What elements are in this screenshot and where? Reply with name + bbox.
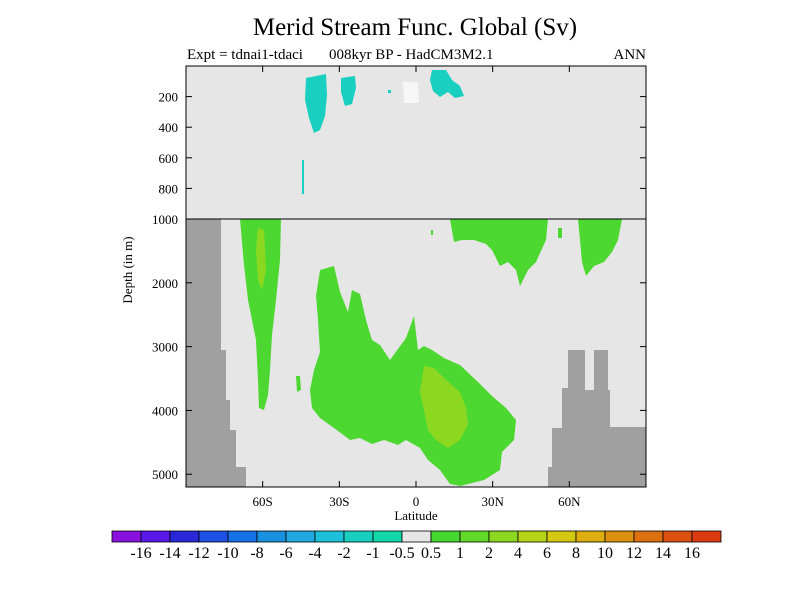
colorbar-swatch-1 xyxy=(140,530,171,543)
colorbar-label-16: 10 xyxy=(597,545,613,562)
negative-cell-south xyxy=(305,74,327,133)
chart-title: Merid Stream Func. Global (Sv) xyxy=(252,14,578,41)
colorbar-swatch-17 xyxy=(604,530,635,543)
colorbar-label-11: 1 xyxy=(456,545,464,562)
y-tick-label-upper-200: 200 xyxy=(159,90,179,105)
y-ticks-lower: 2000 3000 4000 5000 xyxy=(152,276,646,482)
land-antarctica xyxy=(186,219,246,487)
colorbar-label-2: -12 xyxy=(188,545,209,562)
colorbar-swatch-20 xyxy=(691,530,722,543)
y-tick-label-upper-600: 600 xyxy=(159,151,179,166)
colorbar-swatch-16 xyxy=(575,530,606,543)
x-tick-label-1: 30S xyxy=(329,494,349,509)
y-tick-label-lower-4000: 4000 xyxy=(152,403,178,418)
positive-dot-c xyxy=(558,228,562,238)
negative-dot-a xyxy=(388,90,391,93)
colorbar-swatch-11 xyxy=(430,530,461,543)
colorbar: -16 -14 -12 -10 -8 -6 -4 -2 -1 -0.5 0.5 1 2 4 6 8 10 12 14… xyxy=(111,530,722,562)
colorbar-label-14: 6 xyxy=(543,545,551,562)
y-tick-label-upper-400: 400 xyxy=(159,120,179,135)
colorbar-swatch-12 xyxy=(459,530,490,543)
negative-cell-equator xyxy=(430,70,464,98)
colorbar-swatch-10 xyxy=(401,530,432,543)
colorbar-swatch-3 xyxy=(198,530,229,543)
colorbar-swatch-7 xyxy=(314,530,345,543)
colorbar-label-5: -6 xyxy=(279,545,292,562)
x-tick-label-4: 60N xyxy=(558,494,581,509)
colorbar-swatch-15 xyxy=(546,530,577,543)
colorbar-label-4: -8 xyxy=(250,545,263,562)
x-tick-label-3: 30N xyxy=(481,494,504,509)
colorbar-swatch-2 xyxy=(169,530,200,543)
colorbar-label-3: -10 xyxy=(217,545,238,562)
x-tick-label-2: 0 xyxy=(413,494,420,509)
y-ticks-upper: 200 400 600 800 1000 xyxy=(152,90,646,227)
colorbar-swatch-5 xyxy=(256,530,287,543)
upper-negative-regions xyxy=(302,70,464,194)
x-axis-title: Latitude xyxy=(394,508,438,523)
colorbar-label-7: -2 xyxy=(337,545,350,562)
model-label: 008kyr BP - HadCM3M2.1 xyxy=(329,47,494,63)
positive-dot-a xyxy=(296,376,301,392)
colorbar-swatch-8 xyxy=(343,530,374,543)
colorbar-label-12: 2 xyxy=(485,545,493,562)
land-arctic xyxy=(548,350,646,487)
colorbar-swatch-6 xyxy=(285,530,316,543)
y-tick-label-upper-1000: 1000 xyxy=(152,212,178,227)
colorbar-swatch-0 xyxy=(111,530,142,543)
x-ticks: 60S 30S 0 30N 60N xyxy=(253,66,581,509)
y-tick-label-lower-2000: 2000 xyxy=(152,276,178,291)
experiment-label: Expt = tdnai1-tdaci xyxy=(187,47,303,63)
colorbar-swatch-4 xyxy=(227,530,258,543)
land-mask xyxy=(186,219,646,487)
positive-cell-north xyxy=(450,219,548,286)
y-tick-label-upper-800: 800 xyxy=(159,181,179,196)
colorbar-swatch-19 xyxy=(662,530,693,543)
colorbar-label-15: 8 xyxy=(572,545,580,562)
strong-cell-south xyxy=(256,228,266,290)
colorbar-swatch-18 xyxy=(633,530,664,543)
colorbar-label-9: -0.5 xyxy=(389,545,414,562)
upper-neutral-patch xyxy=(403,82,419,103)
colorbar-label-0: -16 xyxy=(130,545,151,562)
colorbar-label-18: 14 xyxy=(655,545,671,562)
negative-cell-south-small xyxy=(341,76,356,106)
y-tick-label-lower-5000: 5000 xyxy=(152,467,178,482)
strong-cell-core xyxy=(420,366,468,448)
negative-dot-b xyxy=(302,160,304,194)
colorbar-label-19: 16 xyxy=(684,545,700,562)
colorbar-swatch-13 xyxy=(488,530,519,543)
colorbar-label-17: 12 xyxy=(626,545,642,562)
season-label: ANN xyxy=(613,47,647,63)
colorbar-label-10: 0.5 xyxy=(421,545,441,562)
x-tick-label-0: 60S xyxy=(253,494,273,509)
positive-cell-southern xyxy=(240,219,281,410)
colorbar-swatch-14 xyxy=(517,530,548,543)
colorbar-swatch-9 xyxy=(372,530,403,543)
lower-strong-regions xyxy=(256,228,468,448)
colorbar-label-8: -1 xyxy=(366,545,379,562)
colorbar-label-6: -4 xyxy=(308,545,321,562)
positive-dot-b xyxy=(431,230,433,235)
y-axis-title: Depth (in m) xyxy=(120,236,135,303)
colorbar-label-1: -14 xyxy=(159,545,180,562)
positive-cell-north-b xyxy=(578,219,622,276)
colorbar-label-13: 4 xyxy=(514,545,522,562)
y-tick-label-lower-3000: 3000 xyxy=(152,340,178,355)
